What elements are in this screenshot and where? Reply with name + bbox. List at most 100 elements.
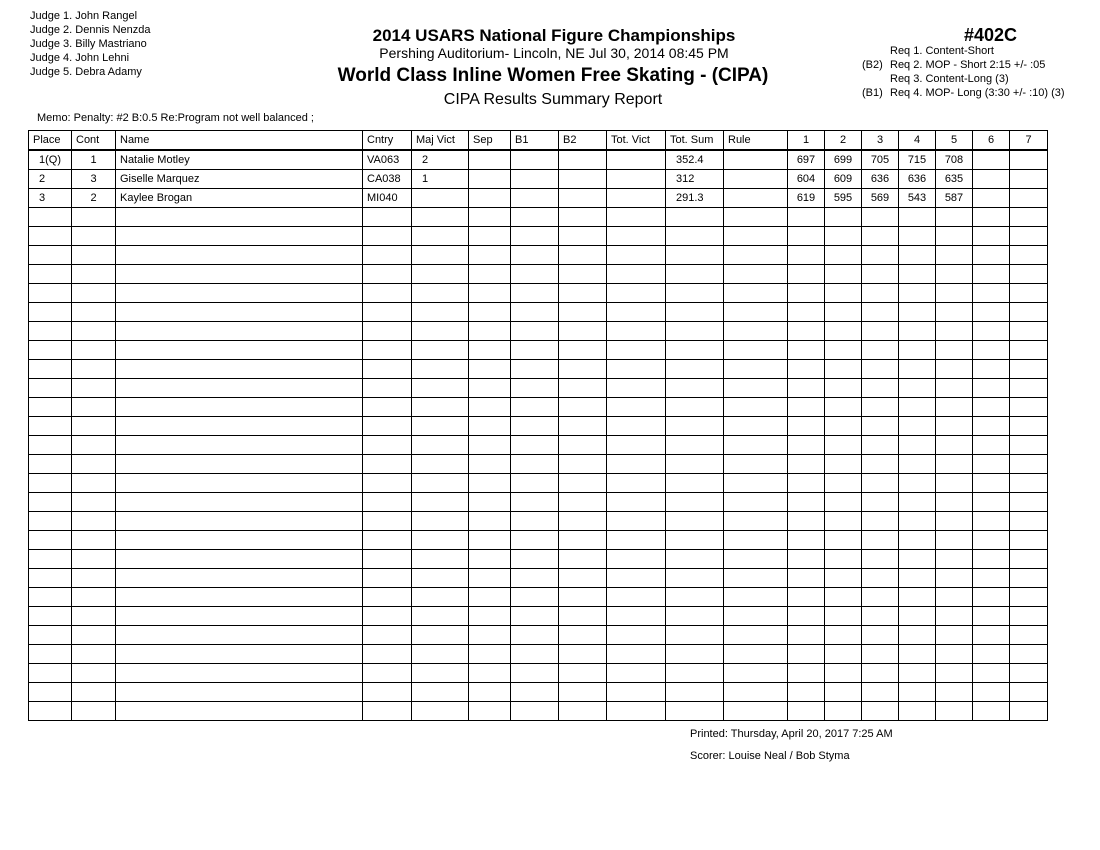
table-cell xyxy=(787,359,825,379)
table-cell xyxy=(115,701,363,721)
table-cell xyxy=(115,606,363,626)
table-cell xyxy=(972,701,1010,721)
table-cell xyxy=(824,321,862,341)
table-cell: Kaylee Brogan xyxy=(115,188,363,208)
table-cell xyxy=(558,283,607,303)
table-cell xyxy=(787,397,825,417)
table-cell xyxy=(606,245,666,265)
table-cell xyxy=(28,416,72,436)
table-cell xyxy=(115,340,363,360)
table-cell xyxy=(723,149,788,170)
table-cell xyxy=(468,663,511,683)
table-cell xyxy=(606,169,666,189)
table-cell xyxy=(71,378,116,398)
table-cell xyxy=(972,226,1010,246)
table-cell xyxy=(411,188,469,208)
table-cell xyxy=(468,530,511,550)
table-cell: 2 xyxy=(411,149,469,170)
table-cell xyxy=(898,359,936,379)
table-cell xyxy=(898,416,936,436)
table-cell: 636 xyxy=(861,169,899,189)
table-cell: 604 xyxy=(787,169,825,189)
table-cell xyxy=(861,682,899,702)
table-cell: VA063 xyxy=(362,149,412,170)
table-cell xyxy=(665,340,724,360)
table-cell xyxy=(898,321,936,341)
table-cell xyxy=(824,530,862,550)
table-cell xyxy=(935,454,973,474)
table-cell xyxy=(935,302,973,322)
table-cell xyxy=(972,321,1010,341)
table-cell xyxy=(972,378,1010,398)
table-cell xyxy=(1009,245,1048,265)
table-cell: 708 xyxy=(935,149,973,170)
table-cell xyxy=(665,359,724,379)
table-cell xyxy=(723,606,788,626)
table-cell xyxy=(972,587,1010,607)
table-cell xyxy=(362,226,412,246)
table-cell xyxy=(115,511,363,531)
table-cell xyxy=(972,416,1010,436)
table-cell xyxy=(411,302,469,322)
table-cell xyxy=(787,701,825,721)
table-row xyxy=(28,473,1048,493)
table-header: Place Cont Name Cntry Maj Vict Sep B1 B2 Tot. Vi… xyxy=(28,130,1048,151)
table-cell xyxy=(665,321,724,341)
table-cell xyxy=(787,264,825,284)
table-cell xyxy=(468,245,511,265)
table-cell xyxy=(71,682,116,702)
table-row xyxy=(28,625,1048,645)
table-cell xyxy=(935,397,973,417)
table-cell xyxy=(723,340,788,360)
table-cell xyxy=(606,492,666,512)
results-table: Place Cont Name Cntry Maj Vict Sep B1 B2 Tot. Vi… xyxy=(28,130,1048,721)
table-cell xyxy=(898,340,936,360)
table-cell xyxy=(71,340,116,360)
table-cell xyxy=(972,682,1010,702)
table-cell xyxy=(787,663,825,683)
table-cell xyxy=(115,359,363,379)
table-cell xyxy=(723,264,788,284)
table-cell xyxy=(411,226,469,246)
table-cell xyxy=(935,530,973,550)
table-cell xyxy=(606,511,666,531)
table-cell xyxy=(606,587,666,607)
requirement-text: Req 4. MOP- Long (3:30 +/- :10) (3) xyxy=(890,87,1065,99)
table-cell xyxy=(606,188,666,208)
table-cell: 587 xyxy=(935,188,973,208)
table-cell xyxy=(558,473,607,493)
table-cell xyxy=(71,245,116,265)
table-cell xyxy=(71,226,116,246)
table-cell xyxy=(861,283,899,303)
table-cell xyxy=(71,435,116,455)
table-cell xyxy=(1009,511,1048,531)
table-cell xyxy=(468,701,511,721)
table-cell xyxy=(972,435,1010,455)
table-cell xyxy=(898,701,936,721)
table-row xyxy=(28,302,1048,322)
table-cell xyxy=(861,264,899,284)
table-cell xyxy=(898,492,936,512)
table-cell xyxy=(362,701,412,721)
table-cell xyxy=(972,169,1010,189)
table-cell: 312 xyxy=(665,169,724,189)
table-cell xyxy=(861,530,899,550)
table-cell xyxy=(510,416,559,436)
table-cell xyxy=(665,663,724,683)
table-cell xyxy=(935,321,973,341)
table-cell xyxy=(824,473,862,493)
table-row xyxy=(28,549,1048,569)
report-title: CIPA Results Summary Report xyxy=(443,91,663,108)
table-row xyxy=(28,663,1048,683)
table-cell xyxy=(972,644,1010,664)
table-cell xyxy=(861,587,899,607)
table-cell xyxy=(558,416,607,436)
table-cell xyxy=(558,625,607,645)
judge-name: Debra Adamy xyxy=(75,66,142,78)
table-cell xyxy=(28,568,72,588)
table-cell xyxy=(558,606,607,626)
table-cell xyxy=(935,264,973,284)
table-cell xyxy=(861,454,899,474)
table-cell xyxy=(723,188,788,208)
table-cell xyxy=(558,302,607,322)
